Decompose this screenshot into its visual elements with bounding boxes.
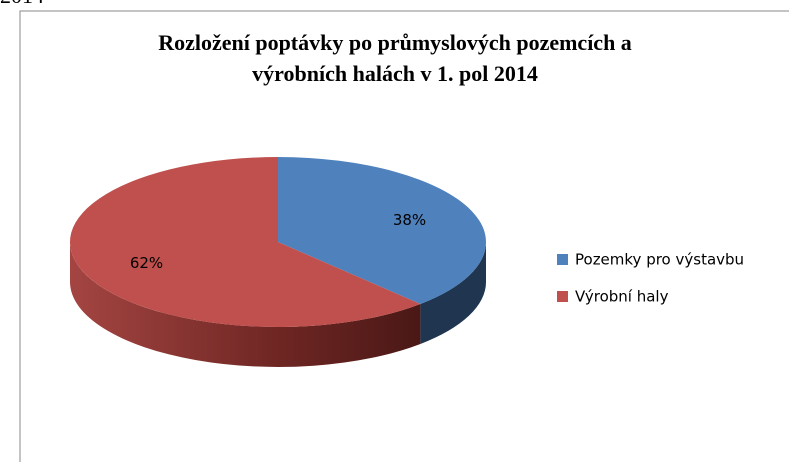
data-label: 62%: [130, 254, 163, 272]
page-fragment: 2014: [0, 0, 44, 8]
data-label: 38%: [393, 211, 426, 229]
legend-label: Pozemky pro výstavbu: [575, 251, 744, 269]
pie: 38% 62%: [69, 157, 487, 368]
slice-side: [420, 242, 486, 344]
slice-side: [69, 242, 421, 368]
legend-swatch: [557, 254, 568, 265]
slice: [278, 157, 487, 304]
chart-title: Rozložení poptávky po průmyslových pozem…: [158, 30, 632, 55]
legend-swatch: [557, 291, 568, 302]
slice: [70, 157, 421, 328]
legend-label: Výrobní haly: [575, 288, 669, 306]
legend: Pozemky pro výstavbu Výrobní haly: [557, 251, 744, 306]
chart-title: výrobních halách v 1. pol 2014: [252, 61, 538, 86]
